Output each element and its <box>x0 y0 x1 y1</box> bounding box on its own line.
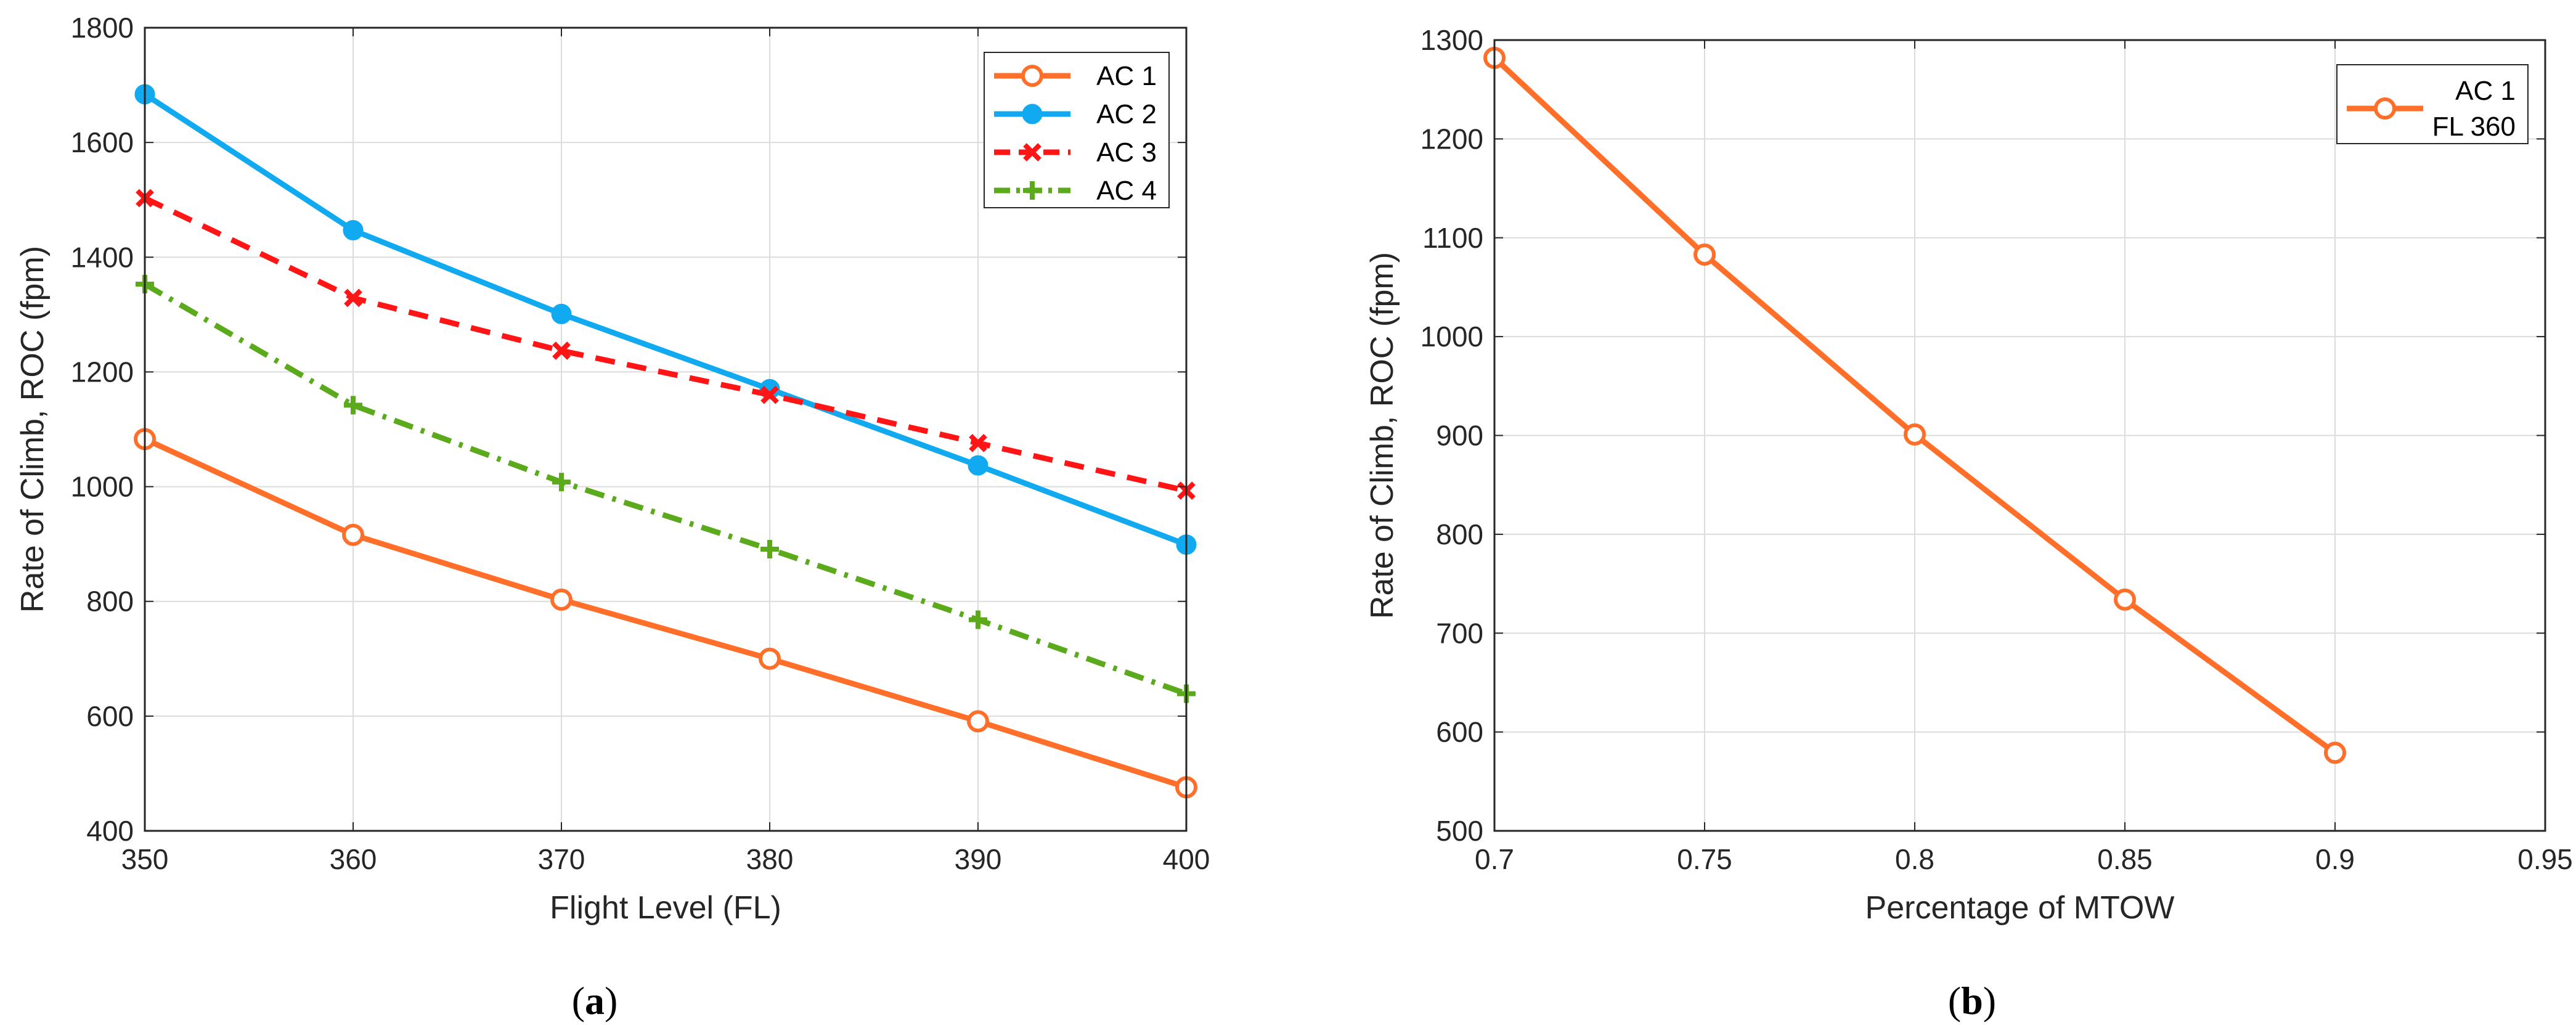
x-tick-label: 380 <box>746 843 794 875</box>
data-point-marker <box>759 647 781 670</box>
y-tick-label: 1600 <box>71 126 134 158</box>
y-tick-label: 1200 <box>71 356 134 388</box>
data-point-marker <box>968 455 988 476</box>
series-line <box>143 282 1188 696</box>
y-tick-label: 700 <box>1436 617 1483 649</box>
x-tick-label: 360 <box>330 843 377 875</box>
y-tick-label: 1100 <box>1422 222 1483 254</box>
y-tick-label: 1000 <box>71 471 134 503</box>
data-point-marker <box>760 540 779 559</box>
series-ac-2 <box>134 84 1197 555</box>
data-point-marker <box>1694 243 1716 266</box>
x-tick-label: 370 <box>538 843 585 875</box>
x-tick-label: 400 <box>1163 843 1210 875</box>
legend-label: AC 2 <box>1096 99 1157 129</box>
legend-label: AC 1 <box>2455 76 2516 106</box>
y-tick-label: 600 <box>86 700 134 732</box>
data-point-marker <box>552 341 571 360</box>
x-tick-label: 0.9 <box>2315 843 2355 875</box>
legend: AC 1 AC 2 AC 3 AC 4 <box>984 52 1170 208</box>
y-tick-labels: 400 600 800 1000 1200 1400 1600 1800 <box>71 12 1186 847</box>
legend-box <box>2336 64 2529 144</box>
data-point-marker <box>760 385 779 404</box>
data-point-marker <box>552 473 571 492</box>
chart-panel-a: 350 360 370 380 390 400 400 600 800 1000 1200 1400… <box>15 12 1210 1023</box>
legend-item: AC 1 FL 360 <box>2347 76 2516 142</box>
y-tick-label: 400 <box>86 815 134 847</box>
legend-item: AC 1 <box>994 61 1157 91</box>
series-ac-1-fl-360 <box>1483 46 2346 764</box>
x-tick-label: 390 <box>955 843 1002 875</box>
x-tick-label: 0.8 <box>1895 843 1934 875</box>
data-point-marker <box>2324 741 2346 764</box>
data-point-marker <box>969 434 987 452</box>
data-point-marker <box>344 396 362 415</box>
data-point-marker <box>342 523 364 546</box>
y-tick-label: 500 <box>1436 815 1483 847</box>
data-point-marker <box>1023 181 1041 200</box>
data-point-marker <box>1904 423 1926 446</box>
data-point-marker <box>2114 588 2136 611</box>
x-tick-labels: 0.7 0.75 0.8 0.85 0.9 0.95 <box>1475 40 2573 875</box>
series-layer <box>134 84 1197 799</box>
y-tick-label: 900 <box>1436 420 1483 452</box>
y-axis-label: Rate of Climb, ROC (fpm) <box>1364 252 1400 619</box>
series-line <box>144 436 1188 790</box>
legend-label: AC 3 <box>1096 137 1157 168</box>
x-tick-label: 0.75 <box>1677 843 1732 875</box>
data-point-marker <box>969 610 987 629</box>
y-tick-label: 1000 <box>1420 321 1483 353</box>
y-tick-label: 600 <box>1436 716 1483 748</box>
data-point-marker <box>550 588 573 611</box>
panel-caption-a: (a) <box>572 979 618 1023</box>
data-point-marker <box>2374 97 2396 120</box>
x-tick-label: 0.7 <box>1475 843 1514 875</box>
x-tick-label: 0.85 <box>2097 843 2153 875</box>
chart-panel-b: 0.7 0.75 0.8 0.85 0.9 0.95 500 600 700 800 900 100… <box>1364 24 2573 1023</box>
plot-frame <box>144 27 1188 832</box>
legend-label: AC 4 <box>1096 176 1157 206</box>
x-axis-label: Percentage of MTOW <box>1865 890 2175 926</box>
y-tick-label: 1800 <box>71 12 134 44</box>
legend-item: AC 2 <box>994 99 1157 129</box>
legend-item: AC 4 <box>994 176 1157 206</box>
x-tick-label: 0.95 <box>2517 843 2573 875</box>
data-point-marker <box>343 220 364 241</box>
y-tick-label: 1400 <box>71 241 134 273</box>
y-tick-label: 1300 <box>1420 24 1483 56</box>
data-point-marker <box>1023 143 1041 161</box>
y-tick-label: 1200 <box>1420 123 1483 155</box>
data-point-marker <box>344 288 362 308</box>
x-tick-label: 350 <box>121 843 169 875</box>
series-line <box>143 92 1188 547</box>
x-tick-labels: 350 360 370 380 390 400 <box>121 28 1210 875</box>
legend-item: AC 3 <box>994 137 1157 168</box>
series-ac-3 <box>136 189 1196 500</box>
y-tick-label: 800 <box>1436 518 1483 550</box>
legend-label: FL 360 <box>2432 112 2516 142</box>
y-tick-labels: 500 600 700 800 900 1000 1100 1200 1300 <box>1420 24 2545 847</box>
y-axis-label: Rate of Climb, ROC (fpm) <box>15 246 51 613</box>
x-axis-label: Flight Level (FL) <box>550 890 781 926</box>
y-tick-label: 800 <box>86 586 134 618</box>
legend: AC 1 FL 360 <box>2336 64 2529 144</box>
data-point-marker <box>551 303 572 324</box>
legend-label: AC 1 <box>1096 61 1157 91</box>
data-point-marker <box>1021 65 1043 87</box>
series-layer <box>1483 46 2346 764</box>
data-point-marker <box>1022 104 1043 125</box>
data-point-marker <box>967 710 989 733</box>
panel-caption-b: (b) <box>1948 979 1996 1023</box>
series-line <box>144 195 1188 494</box>
